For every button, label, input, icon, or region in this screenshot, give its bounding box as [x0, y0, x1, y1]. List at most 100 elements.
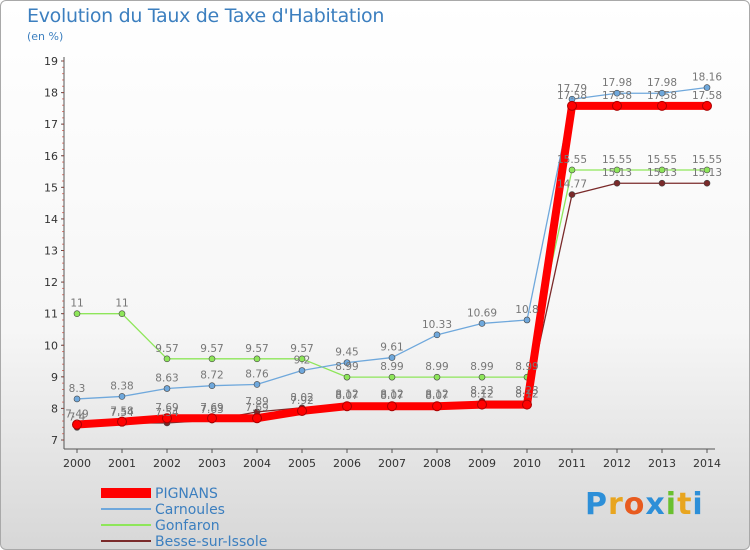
data-point: [702, 100, 712, 111]
proxiti-logo: Proxiti: [585, 487, 704, 522]
data-point: [118, 310, 126, 317]
data-label: 7.54: [110, 407, 134, 419]
data-point: [568, 166, 576, 174]
data-label: 8.3: [69, 383, 86, 395]
data-label: 9.2: [294, 355, 311, 367]
logo-letter: i: [692, 487, 704, 522]
x-tick-label: 2009: [468, 457, 496, 470]
data-label: 7.63: [200, 404, 223, 416]
data-label: 9.57: [245, 343, 268, 355]
data-point: [658, 89, 666, 97]
logo-letter: x: [645, 487, 666, 522]
y-tick-label: 12: [44, 276, 58, 289]
data-point: [703, 84, 711, 91]
data-label: 7.54: [155, 407, 179, 419]
data-point: [387, 401, 397, 412]
data-label: 10.8: [515, 304, 538, 316]
data-point: [613, 166, 621, 174]
x-tick-label: 2011: [558, 457, 586, 470]
data-label: 14.77: [557, 179, 587, 191]
data-label: 7.69: [155, 402, 178, 414]
data-label: 7.69: [245, 402, 268, 414]
data-label: 15.55: [602, 154, 632, 166]
data-point: [208, 382, 216, 389]
data-point: [658, 166, 666, 174]
data-point: [297, 405, 307, 416]
data-point: [703, 166, 711, 174]
y-tick-label: 16: [44, 150, 58, 163]
x-tick-label: 2002: [153, 457, 181, 470]
data-label: 8.99: [515, 361, 538, 373]
y-tick-label: 8: [51, 402, 58, 415]
data-point: [343, 359, 351, 366]
data-point: [433, 373, 441, 381]
y-tick-label: 13: [44, 245, 58, 258]
data-label: 7.69: [200, 402, 223, 414]
x-tick-label: 2014: [693, 457, 721, 470]
data-label: 8.99: [470, 361, 493, 373]
x-tick-label: 2001: [108, 457, 136, 470]
data-point: [163, 385, 171, 392]
data-label: 15.55: [647, 154, 677, 166]
data-label: 11: [115, 298, 128, 310]
data-point: [162, 413, 172, 424]
data-point: [478, 320, 486, 327]
y-tick-label: 10: [44, 339, 58, 352]
data-point: [612, 100, 622, 111]
data-point: [252, 413, 262, 424]
data-label: 18.16: [692, 72, 722, 84]
data-label: 15.55: [692, 154, 722, 166]
data-label: 8.76: [245, 368, 269, 380]
data-label: 10.33: [422, 319, 452, 331]
data-point: [432, 401, 442, 412]
data-point: [703, 179, 711, 187]
data-point: [388, 354, 396, 361]
data-point: [658, 179, 666, 187]
data-point: [73, 310, 81, 317]
data-label: 15.13: [692, 167, 722, 179]
data-label: 8.02: [290, 392, 313, 404]
data-label: 8.63: [155, 373, 178, 385]
data-label: 8.12: [515, 389, 538, 401]
data-label: 8.99: [335, 361, 358, 373]
logo-letter: i: [665, 487, 678, 522]
x-tick-label: 2010: [513, 457, 541, 470]
data-point: [477, 399, 487, 410]
data-point: [253, 381, 261, 388]
data-point: [388, 373, 396, 381]
x-tick-label: 2003: [198, 457, 226, 470]
data-label: 9.61: [380, 342, 403, 354]
data-label: 9.57: [200, 343, 223, 355]
x-tick-label: 2004: [243, 457, 271, 470]
y-tick-label: 17: [44, 118, 58, 131]
data-label: 8.12: [470, 389, 493, 401]
logo-letter: t: [677, 487, 693, 522]
data-point: [253, 355, 261, 363]
data-label: 8.07: [335, 390, 358, 402]
x-tick-label: 2012: [603, 457, 631, 470]
legend-label: Gonfaron: [155, 518, 220, 534]
data-point: [72, 419, 82, 430]
data-label: 17.58: [647, 90, 677, 102]
data-point: [207, 413, 217, 424]
data-label: 8.12: [425, 389, 448, 401]
data-label: 17.58: [602, 90, 632, 102]
x-tick-label: 2005: [288, 457, 316, 470]
data-label: 8.12: [335, 389, 358, 401]
data-point: [342, 401, 352, 412]
data-label: 8.07: [425, 390, 448, 402]
data-point: [567, 100, 577, 111]
y-tick-label: 7: [51, 434, 58, 447]
data-label: 8.12: [380, 389, 403, 401]
logo-letter: o: [623, 487, 646, 522]
legend-label: Besse-sur-Issole: [155, 534, 267, 549]
data-point: [522, 399, 532, 410]
data-point: [613, 179, 621, 187]
data-point: [117, 416, 127, 427]
data-point: [343, 373, 351, 381]
y-tick-label: 9: [51, 371, 58, 384]
data-label: 7.49: [65, 409, 88, 421]
y-tick-label: 19: [44, 55, 58, 68]
legend-label: PIGNANS: [155, 486, 218, 502]
